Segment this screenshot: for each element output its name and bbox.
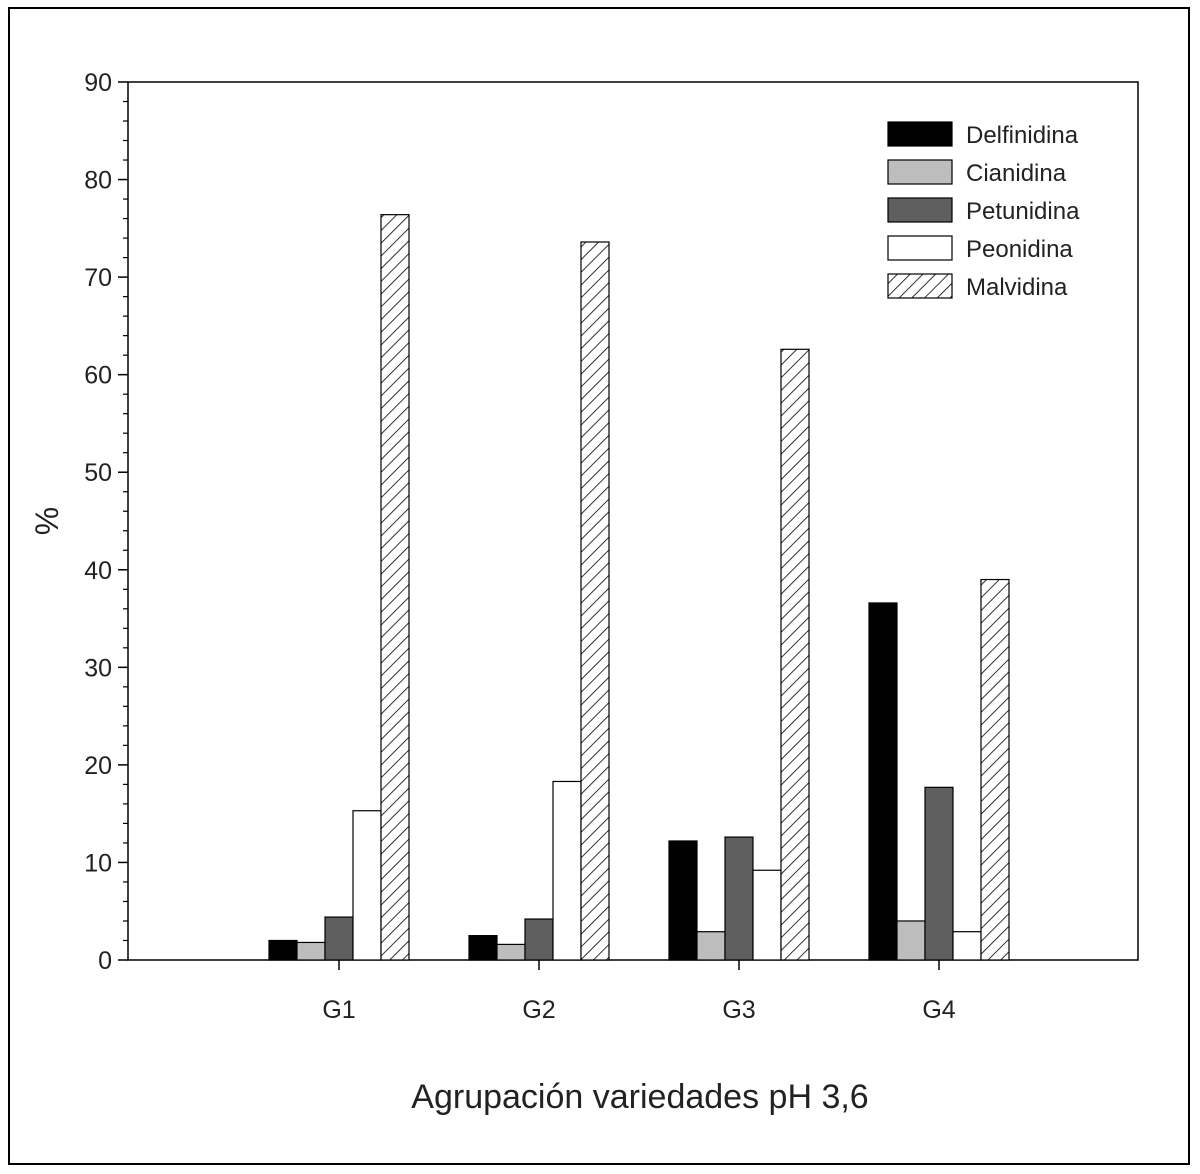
bar-peonidina-g4 <box>952 931 982 961</box>
y-axis: 0 10 20 30 40 50 60 70 80 90 <box>84 69 128 975</box>
legend-label-cianidina: Cianidina <box>966 160 1067 187</box>
x-tick-label: G3 <box>722 996 755 1024</box>
bar-petunidina-g3 <box>724 836 754 961</box>
legend-swatch-petunidina <box>887 197 953 223</box>
y-axis-title: % <box>29 507 65 535</box>
bar-malvidina-g3 <box>780 348 810 961</box>
bar-delfinidina-g3 <box>668 840 698 961</box>
plot-area <box>127 81 1139 961</box>
bar-delfinidina-g4 <box>868 602 898 961</box>
y-tick-label: 50 <box>84 459 112 487</box>
y-tick-label: 60 <box>84 362 112 390</box>
y-tick-label: 0 <box>98 947 112 975</box>
legend-swatch-peonidina <box>887 235 953 261</box>
bar-delfinidina-g2 <box>468 935 498 961</box>
x-tick-label: G1 <box>322 996 355 1024</box>
legend-label-peonidina: Peonidina <box>966 236 1073 263</box>
x-tick-label: G4 <box>922 996 955 1024</box>
legend-label-petunidina: Petunidina <box>966 198 1080 225</box>
legend-swatch-delfinidina <box>887 121 953 147</box>
bar-peonidina-g1 <box>352 810 382 961</box>
y-tick-label: 40 <box>84 557 112 585</box>
y-tick-label: 30 <box>84 654 112 682</box>
bar-petunidina-g4 <box>924 786 954 961</box>
bar-petunidina-g2 <box>524 918 554 961</box>
bar-petunidina-g1 <box>324 916 354 961</box>
bar-cianidina-g3 <box>696 931 726 961</box>
bar-cianidina-g1 <box>296 941 326 961</box>
y-tick-label: 20 <box>84 752 112 780</box>
x-axis-title: Agrupación variedades pH 3,6 <box>411 1078 868 1116</box>
bar-peonidina-g2 <box>552 780 582 961</box>
legend-swatch-malvidina <box>887 273 953 299</box>
bar-malvidina-g4 <box>980 578 1010 961</box>
bar-cianidina-g2 <box>496 943 526 961</box>
bars <box>268 214 1010 961</box>
bar-delfinidina-g1 <box>268 939 298 961</box>
bar-malvidina-g1 <box>380 214 410 961</box>
bar-peonidina-g3 <box>752 869 782 961</box>
bar-cianidina-g4 <box>896 920 926 961</box>
y-tick-label: 10 <box>84 849 112 877</box>
x-axis: G1 G2 G3 G4 <box>322 960 956 1024</box>
legend-label-malvidina: Malvidina <box>966 274 1068 301</box>
x-tick-label: G2 <box>522 996 555 1024</box>
y-tick-label: 70 <box>84 264 112 292</box>
legend: Delfinidina Cianidina Petunidina Peonidina M… <box>887 121 1080 301</box>
y-tick-label: 90 <box>84 69 112 97</box>
bar-malvidina-g2 <box>580 241 610 961</box>
y-tick-label: 80 <box>84 167 112 195</box>
legend-label-delfinidina: Delfinidina <box>966 122 1079 149</box>
legend-swatch-cianidina <box>887 159 953 185</box>
